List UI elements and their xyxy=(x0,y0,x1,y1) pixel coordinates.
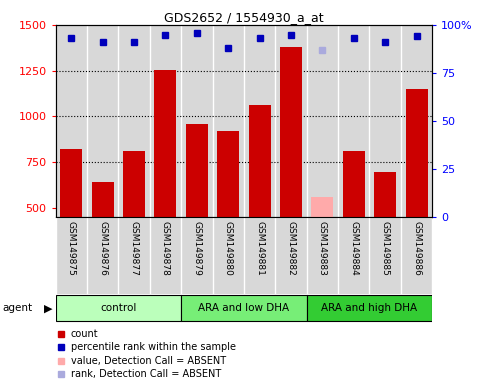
Bar xyxy=(155,70,176,217)
Bar xyxy=(244,217,275,294)
Bar xyxy=(338,217,369,294)
Title: GDS2652 / 1554930_a_at: GDS2652 / 1554930_a_at xyxy=(164,11,324,24)
Bar xyxy=(343,151,365,217)
Text: count: count xyxy=(71,329,98,339)
Text: rank, Detection Call = ABSENT: rank, Detection Call = ABSENT xyxy=(71,369,221,379)
Text: GSM149886: GSM149886 xyxy=(412,221,421,276)
Bar xyxy=(406,89,427,217)
Text: GSM149884: GSM149884 xyxy=(349,221,358,276)
Bar xyxy=(56,295,181,321)
Text: GSM149885: GSM149885 xyxy=(381,221,390,276)
Text: ARA and high DHA: ARA and high DHA xyxy=(321,303,418,313)
Bar xyxy=(249,106,270,217)
Text: ARA and low DHA: ARA and low DHA xyxy=(199,303,289,313)
Bar xyxy=(118,217,150,294)
Bar xyxy=(312,197,333,217)
Bar xyxy=(181,217,213,294)
Text: GSM149876: GSM149876 xyxy=(98,221,107,276)
Text: GSM149881: GSM149881 xyxy=(255,221,264,276)
Bar xyxy=(401,217,432,294)
Bar xyxy=(280,47,302,217)
Bar xyxy=(307,295,432,321)
Bar xyxy=(92,182,114,217)
Bar xyxy=(87,217,118,294)
Text: GSM149883: GSM149883 xyxy=(318,221,327,276)
Bar xyxy=(374,172,396,217)
Bar xyxy=(60,149,82,217)
Bar xyxy=(150,217,181,294)
Text: percentile rank within the sample: percentile rank within the sample xyxy=(71,342,236,352)
Text: GSM149875: GSM149875 xyxy=(67,221,76,276)
Text: GSM149877: GSM149877 xyxy=(129,221,139,276)
Text: ▶: ▶ xyxy=(43,303,52,313)
Text: GSM149878: GSM149878 xyxy=(161,221,170,276)
Bar xyxy=(307,217,338,294)
Text: value, Detection Call = ABSENT: value, Detection Call = ABSENT xyxy=(71,356,226,366)
Text: control: control xyxy=(100,303,137,313)
Text: GSM149882: GSM149882 xyxy=(286,221,296,276)
Text: agent: agent xyxy=(2,303,32,313)
Bar xyxy=(213,217,244,294)
Bar xyxy=(186,124,208,217)
Bar xyxy=(181,295,307,321)
Bar xyxy=(123,151,145,217)
Text: GSM149879: GSM149879 xyxy=(192,221,201,276)
Bar xyxy=(275,217,307,294)
Text: GSM149880: GSM149880 xyxy=(224,221,233,276)
Bar xyxy=(369,217,401,294)
Bar xyxy=(56,217,87,294)
Bar xyxy=(217,131,239,217)
